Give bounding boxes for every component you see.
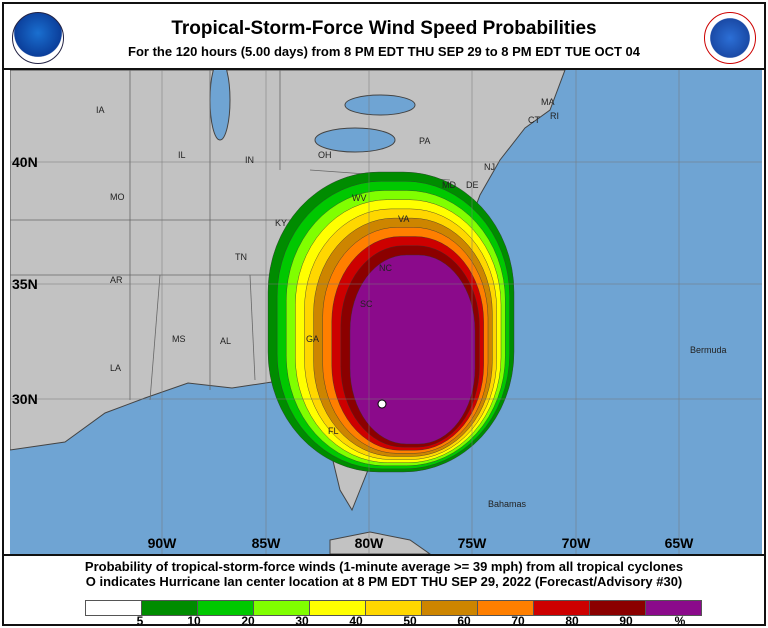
place-label: RI [550, 111, 559, 121]
footer: Probability of tropical-storm-force wind… [4, 554, 764, 626]
place-label: MA [541, 97, 555, 107]
legend-tick: 10 [187, 614, 201, 626]
place-label: IN [245, 155, 254, 165]
place-label: Bermuda [690, 345, 727, 355]
place-label: TN [235, 252, 247, 262]
place-label: NJ [484, 162, 495, 172]
probability-contour-10 [349, 254, 476, 445]
lat-label: 35N [12, 276, 38, 292]
place-label: LA [110, 363, 121, 373]
place-label: MS [172, 334, 186, 344]
legend-tick: 40 [349, 614, 363, 626]
place-label: DE [466, 180, 479, 190]
legend-caption: Probability of tropical-storm-force wind… [84, 559, 684, 574]
lat-label: 30N [12, 391, 38, 407]
place-label: OH [318, 150, 332, 160]
map: 90W 85W 80W 75W 70W 65W 40N 35N 30N IA IL IN OH PA MAC… [10, 70, 762, 554]
lat-label: 40N [12, 154, 38, 170]
place-label: AL [220, 336, 231, 346]
lake-ontario [344, 94, 416, 116]
place-label: FL [328, 426, 339, 436]
storm-center-marker [377, 399, 387, 409]
place-label: WV [352, 193, 367, 203]
place-label: IA [96, 105, 105, 115]
state-border [249, 274, 256, 381]
legend-swatch [645, 600, 702, 616]
legend-tick: 50 [403, 614, 417, 626]
place-label: Bahamas [488, 499, 527, 509]
lon-label: 85W [252, 535, 282, 551]
place-label: AR [110, 275, 123, 285]
nws-logo [704, 12, 756, 64]
lon-label: 65W [665, 535, 695, 551]
lake-michigan [209, 70, 231, 141]
lon-label: 75W [458, 535, 488, 551]
place-label: VA [398, 214, 409, 224]
lake-erie [314, 127, 396, 153]
color-legend [85, 600, 702, 616]
place-label: IL [178, 150, 186, 160]
lon-label: 90W [148, 535, 178, 551]
title: Tropical-Storm-Force Wind Speed Probabil… [171, 18, 597, 39]
legend-tick: 20 [241, 614, 255, 626]
legend-tick: 70 [511, 614, 525, 626]
place-label: KY [275, 218, 287, 228]
legend-tick: 60 [457, 614, 471, 626]
state-border [149, 274, 161, 401]
header: Tropical-Storm-Force Wind Speed Probabil… [4, 4, 764, 70]
legend-tick: 90 [619, 614, 633, 626]
legend-tick: 30 [295, 614, 309, 626]
lon-label: 80W [355, 535, 385, 551]
place-label: GA [306, 334, 319, 344]
legend-ticks: 5 10 20 30 40 50 60 70 80 90% [86, 614, 706, 626]
legend-tick: % [674, 614, 686, 626]
lon-label: 70W [562, 535, 592, 551]
center-note: O indicates Hurricane Ian center locatio… [85, 574, 683, 589]
place-label: NC [379, 263, 392, 273]
place-label: CT [528, 115, 540, 125]
noaa-logo [12, 12, 64, 64]
place-label: MO [110, 192, 125, 202]
legend-tick: 5 [136, 614, 144, 626]
place-label: SC [360, 299, 373, 309]
cuba-land [329, 531, 431, 554]
place-label: MD [442, 180, 456, 190]
legend-tick: 80 [565, 614, 579, 626]
place-label: PA [419, 136, 430, 146]
subtitle: For the 120 hours (5.00 days) from 8 PM … [128, 44, 640, 59]
